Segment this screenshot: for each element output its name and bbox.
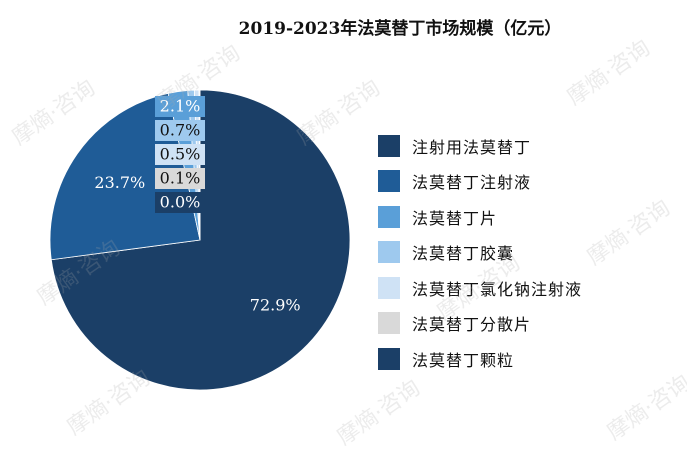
legend: 注射用法莫替丁 法莫替丁注射液 法莫替丁片法莫替丁胶囊法莫替丁氯化钠注射液 法莫替丁分…: [378, 128, 582, 377]
legend-swatch: [378, 170, 400, 193]
data-label: 0.0%: [160, 193, 201, 212]
data-label: 0.5%: [160, 145, 201, 164]
legend-swatch: [378, 312, 400, 335]
data-label-background: [155, 96, 205, 117]
data-label: 2.1%: [160, 97, 201, 116]
data-label-background: [155, 120, 205, 141]
legend-item: 法莫替丁氯化钠注射液: [378, 270, 582, 306]
legend-label: 注射用法莫替丁: [412, 137, 532, 157]
pie-chart: 72.9% 23.7% 2.1% 0.7% 0.5% 0.1% 0.0%: [49, 89, 351, 391]
data-label-background: [155, 192, 205, 213]
legend-swatch: [378, 205, 400, 228]
legend-swatch: [378, 134, 400, 157]
pie-slice: [50, 89, 351, 391]
data-label: 0.1%: [160, 169, 201, 188]
legend-label: 法莫替丁氯化钠注射液: [412, 279, 583, 299]
legend-swatch: [378, 241, 400, 264]
legend-label: 法莫替丁胶囊: [412, 244, 515, 264]
legend-swatch: [378, 347, 400, 370]
data-label: 72.9%: [250, 295, 301, 314]
legend-item: 法莫替丁颗粒: [378, 341, 582, 377]
legend-item: 法莫替丁分散片: [378, 306, 582, 342]
data-label: 23.7%: [94, 173, 145, 192]
legend-item: 法莫替丁片: [378, 199, 582, 235]
legend-item: 注射用法莫替丁: [378, 128, 582, 164]
legend-swatch: [378, 276, 400, 299]
chart-title: 2019-2023年法莫替丁市场规模（亿元）: [238, 19, 562, 39]
legend-item: 法莫替丁胶囊: [378, 235, 582, 271]
legend-label: 法莫替丁分散片: [412, 315, 532, 335]
data-label: 0.7%: [160, 121, 201, 140]
legend-item: 法莫替丁注射液: [378, 164, 582, 200]
data-label-background: [155, 168, 205, 189]
legend-label: 法莫替丁片: [412, 208, 498, 228]
data-label-background: [155, 144, 205, 165]
legend-label: 法莫替丁注射液: [412, 173, 532, 193]
legend-label: 法莫替丁颗粒: [412, 350, 515, 370]
